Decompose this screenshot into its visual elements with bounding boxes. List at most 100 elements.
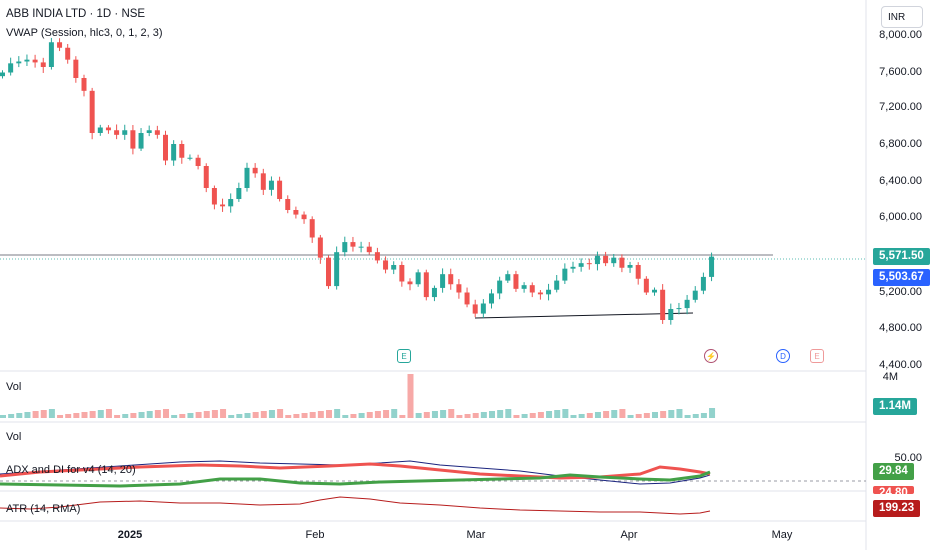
- volume-bar: [448, 409, 455, 418]
- volume-bar: [293, 414, 300, 418]
- volume-bar: [692, 414, 699, 418]
- volume-bar: [0, 415, 6, 418]
- x-tick-label: 2025: [118, 529, 142, 541]
- candle-body: [594, 255, 600, 265]
- candle-body: [660, 289, 666, 320]
- volume-bar: [73, 413, 80, 418]
- vol2-pane-label[interactable]: Vol: [6, 431, 22, 443]
- volume-bar: [521, 414, 528, 418]
- volume-bar: [244, 413, 251, 418]
- candle-body: [627, 265, 633, 268]
- candle-body: [668, 309, 674, 320]
- volume-bar: [660, 411, 667, 418]
- split-event-icon[interactable]: ⚡: [704, 349, 718, 363]
- volume-bar: [57, 415, 64, 418]
- volume-bar: [684, 415, 691, 418]
- atr-indicator-label[interactable]: ATR (14, RMA): [6, 503, 81, 515]
- volume-bar: [464, 414, 471, 418]
- volume-bar: [268, 410, 275, 418]
- volume-bar: [399, 415, 406, 418]
- volume-bar: [277, 409, 284, 418]
- candle-body: [32, 59, 38, 63]
- candle-body: [497, 280, 503, 294]
- volume-bar: [513, 415, 520, 418]
- y-tick-label: 6,000.00: [879, 211, 922, 223]
- candle-body: [163, 134, 168, 161]
- volume-bar: [195, 412, 202, 418]
- adx-axis-tick: 50.00: [894, 452, 922, 464]
- candle-body: [399, 265, 405, 282]
- volume-badge: 1.14M: [873, 398, 917, 415]
- volume-bar: [407, 374, 414, 418]
- candle-body: [195, 157, 201, 166]
- candle-body: [635, 265, 641, 279]
- volume-bar: [358, 413, 365, 418]
- upcoming-earnings-event-icon[interactable]: E: [810, 349, 824, 363]
- candle-body: [586, 263, 592, 265]
- candle-body: [130, 130, 136, 149]
- candle-body: [366, 246, 372, 253]
- candle-body: [122, 130, 128, 135]
- volume-bar: [652, 412, 658, 418]
- candle-body: [374, 252, 380, 261]
- symbol-title[interactable]: ABB INDIA LTD · 1D · NSE: [6, 8, 146, 20]
- adx-line: [0, 460, 711, 485]
- volume-bar: [154, 410, 161, 418]
- earnings-event-icon[interactable]: E: [397, 349, 411, 363]
- volume-bar: [366, 412, 373, 418]
- volume-bar: [700, 413, 707, 418]
- vwap-price-badge: 5,503.67: [873, 269, 930, 286]
- candle-body: [334, 252, 340, 287]
- candle-body: [301, 214, 307, 220]
- volume-bar: [537, 412, 544, 418]
- candle-body: [391, 265, 397, 270]
- candle-body: [554, 280, 560, 290]
- volume-bar: [594, 412, 601, 418]
- volume-bar: [171, 415, 178, 418]
- candle-body: [187, 157, 193, 159]
- volume-pane-label[interactable]: Vol: [6, 381, 22, 393]
- y-tick-label: 6,800.00: [879, 138, 922, 150]
- candle-body: [277, 180, 283, 199]
- volume-bar: [578, 414, 585, 418]
- candle-body: [220, 204, 226, 207]
- volume-bar: [643, 413, 650, 418]
- volume-bar: [130, 413, 137, 418]
- volume-bar: [627, 415, 634, 418]
- candle-body: [114, 130, 120, 135]
- candle-body: [293, 210, 299, 215]
- candle-body: [448, 274, 454, 285]
- volume-bar: [497, 410, 504, 418]
- candle-body: [252, 167, 258, 174]
- candle-body: [244, 167, 250, 188]
- support-trendline[interactable]: [474, 312, 694, 319]
- y-tick-label: 5,200.00: [879, 286, 922, 298]
- volume-bar: [81, 412, 88, 418]
- candle-body: [489, 293, 494, 304]
- candle-body: [8, 63, 14, 73]
- volume-bar: [252, 412, 259, 418]
- volume-bar: [32, 411, 39, 418]
- volume-bar: [456, 415, 463, 418]
- di-minus-badge: 24.80: [873, 486, 914, 494]
- atr-line: [0, 496, 711, 515]
- candle-body: [350, 242, 356, 247]
- volume-bar: [423, 412, 430, 418]
- adx-indicator-label[interactable]: ADX and DI for v4 (14, 20): [6, 464, 136, 476]
- candle-body: [138, 133, 144, 149]
- volume-bar: [334, 409, 341, 418]
- dividend-event-icon[interactable]: D: [776, 349, 790, 363]
- volume-bar: [431, 411, 438, 418]
- candle-body: [203, 166, 209, 188]
- volume-bar: [676, 409, 683, 418]
- candle-body: [529, 285, 535, 293]
- vwap-indicator-label[interactable]: VWAP (Session, hlc3, 0, 1, 2, 3): [6, 27, 163, 39]
- di-minus-line: [0, 462, 711, 480]
- candle-body: [431, 287, 437, 298]
- candle-body: [57, 42, 63, 48]
- candle-body: [260, 173, 266, 190]
- currency-selector[interactable]: INR: [881, 6, 923, 28]
- candles-group: [0, 37, 715, 325]
- di-plus-line: [0, 470, 711, 488]
